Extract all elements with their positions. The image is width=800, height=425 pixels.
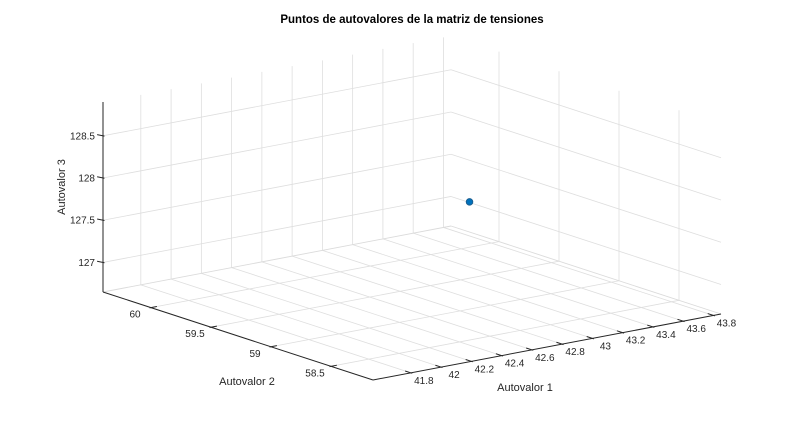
grid-line-wall-z-right bbox=[450, 111, 722, 201]
x-tick-label: 43.2 bbox=[626, 336, 646, 347]
x-tick-label: 43.8 bbox=[717, 318, 737, 329]
z-tick-mark bbox=[97, 134, 105, 137]
x-tick-mark bbox=[677, 318, 685, 323]
z-tick-mark bbox=[97, 260, 105, 264]
x-axis-line bbox=[372, 313, 722, 381]
grid-line-floor-x bbox=[140, 284, 411, 374]
z-axis-label: Autovalor 3 bbox=[56, 159, 68, 215]
grid-line-wall-z-left bbox=[102, 196, 452, 263]
y-axis-label: Autovalor 2 bbox=[219, 376, 275, 388]
z-tick-label: 127.5 bbox=[70, 216, 95, 227]
x-tick-mark bbox=[404, 370, 413, 374]
grid-line-floor-x bbox=[231, 267, 502, 356]
z-tick-label: 127 bbox=[78, 258, 95, 269]
x-tick-label: 42.2 bbox=[475, 364, 495, 375]
x-tick-mark bbox=[495, 353, 504, 357]
y-axis-line bbox=[102, 291, 374, 381]
y-tick-mark bbox=[269, 345, 277, 348]
y-tick-mark bbox=[209, 325, 217, 328]
grid-line-floor-y bbox=[270, 280, 620, 348]
grid-line-floor-x bbox=[352, 244, 623, 334]
grid-line-floor-x bbox=[201, 272, 472, 362]
x-tick-label: 42.6 bbox=[535, 353, 555, 364]
x-tick-label: 42.8 bbox=[565, 347, 585, 358]
x-tick-label: 43 bbox=[600, 341, 612, 352]
grid-line-floor-x bbox=[413, 232, 684, 322]
x-tick-label: 42 bbox=[449, 370, 461, 381]
grid-line-wall-z-right bbox=[450, 196, 722, 285]
y-tick-label: 58.5 bbox=[305, 368, 325, 379]
x-tick-mark bbox=[556, 341, 564, 346]
x-tick-mark bbox=[465, 359, 473, 363]
y-tick-label: 59 bbox=[249, 349, 261, 360]
x-tick-mark bbox=[616, 330, 625, 334]
grid-line-floor-x bbox=[443, 227, 714, 316]
chart-title: Puntos de autovalores de la matriz de te… bbox=[280, 14, 544, 26]
grid-line-floor-x bbox=[261, 261, 532, 351]
grid-line-wall-z-left bbox=[102, 111, 452, 179]
x-tick-mark bbox=[586, 336, 594, 340]
grid-line-floor-y bbox=[150, 241, 500, 309]
x-tick-label: 42.4 bbox=[505, 359, 525, 370]
x-tick-mark bbox=[647, 324, 655, 328]
floor-edge-back-left bbox=[102, 225, 452, 293]
y-tick-mark bbox=[329, 364, 337, 368]
z-tick-label: 128 bbox=[78, 174, 95, 185]
grid-line-floor-y bbox=[210, 260, 560, 328]
x-tick-label: 41.8 bbox=[414, 376, 434, 387]
grid-line-floor-y bbox=[330, 299, 680, 367]
y-tick-label: 59.5 bbox=[185, 329, 205, 340]
grid-line-wall-z-right bbox=[450, 153, 722, 243]
data-point[interactable] bbox=[465, 198, 474, 206]
x-tick-mark bbox=[707, 313, 716, 317]
x-axis-label: Autovalor 1 bbox=[497, 382, 553, 394]
z-tick-mark bbox=[97, 218, 105, 222]
grid-line-floor-x bbox=[322, 250, 593, 339]
grid-line-floor-x bbox=[170, 278, 442, 368]
x-tick-label: 43.6 bbox=[686, 324, 706, 335]
grid-line-wall-z-left bbox=[102, 69, 452, 137]
z-tick-label: 128.5 bbox=[70, 131, 95, 142]
grid-line-wall-z-right bbox=[450, 69, 722, 159]
y-tick-label: 60 bbox=[129, 310, 141, 321]
grid-line-floor-x bbox=[382, 238, 654, 328]
z-tick-mark bbox=[97, 176, 105, 179]
x-tick-label: 43.4 bbox=[656, 330, 676, 341]
y-tick-mark bbox=[149, 306, 157, 309]
x-tick-mark bbox=[526, 347, 534, 351]
x-tick-mark bbox=[435, 364, 443, 369]
grid-line-wall-z-left bbox=[102, 153, 452, 221]
floor-edge-back-right bbox=[450, 225, 722, 315]
grid-line-floor-x bbox=[292, 255, 563, 345]
